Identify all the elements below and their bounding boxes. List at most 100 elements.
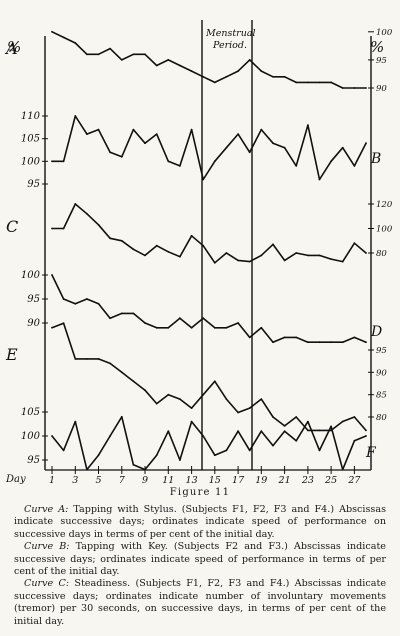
data-point	[260, 398, 263, 400]
data-point	[155, 326, 158, 329]
data-point	[318, 178, 321, 181]
curve-label-c: C	[6, 217, 18, 236]
data-point	[330, 425, 332, 428]
tick-label: 80	[376, 249, 387, 259]
data-point	[51, 227, 53, 230]
data-point	[97, 302, 100, 305]
data-point	[318, 254, 321, 257]
menstrual-label-line1: Menstrual	[205, 28, 256, 39]
data-point	[365, 341, 367, 344]
data-point	[260, 70, 263, 72]
data-point	[86, 468, 88, 471]
menstrual-band	[201, 20, 253, 470]
data-point	[190, 70, 193, 72]
data-point	[283, 75, 286, 78]
data-point	[132, 312, 135, 315]
data-point	[144, 142, 146, 145]
data-point	[202, 435, 205, 437]
data-point	[260, 430, 263, 433]
data-point	[132, 128, 135, 131]
data-point	[225, 146, 228, 149]
data-point	[341, 146, 344, 149]
caption-c-head: Curve C:	[24, 578, 70, 590]
data-point	[330, 81, 332, 84]
data-point	[144, 322, 146, 324]
data-point	[365, 252, 367, 254]
right-percent-label: %	[370, 38, 384, 56]
data-point	[97, 223, 100, 226]
data-point	[179, 64, 181, 67]
data-point	[155, 64, 158, 67]
data-point	[260, 326, 263, 329]
data-point	[120, 371, 123, 374]
data-point	[225, 75, 228, 78]
day-tick-label: 9	[142, 475, 148, 486]
data-point	[179, 165, 181, 167]
data-point	[86, 358, 88, 360]
data-point	[283, 259, 286, 262]
day-ticks: 1 3 5 7 9 11 13 15 17 19 21 23 25 27	[49, 466, 361, 486]
data-point	[74, 42, 77, 44]
data-point	[295, 252, 298, 254]
data-point	[120, 239, 123, 242]
data-point	[248, 336, 251, 339]
data-point	[167, 430, 170, 433]
data-point	[237, 411, 240, 414]
day-tick-label: 19	[255, 475, 267, 486]
data-point	[272, 341, 274, 344]
data-point	[365, 435, 367, 437]
data-point	[341, 420, 344, 423]
data-point	[248, 59, 251, 61]
data-point	[155, 244, 158, 247]
data-point	[86, 298, 88, 300]
data-point	[51, 274, 53, 276]
data-point	[237, 259, 240, 262]
curve-a: A 100 95 90	[4, 28, 393, 94]
data-point	[295, 165, 298, 167]
caption-a: Curve A: Tapping with Stylus. (Subjects …	[14, 504, 386, 541]
data-point	[190, 407, 193, 409]
day-tick-label: 3	[72, 475, 78, 486]
data-point	[190, 234, 193, 237]
data-point	[365, 87, 367, 89]
figure-title: Figure 11	[169, 487, 231, 498]
data-point	[74, 203, 77, 205]
data-point	[202, 244, 205, 247]
data-point	[248, 407, 251, 409]
data-point	[283, 430, 286, 433]
data-point	[295, 81, 298, 84]
tick-label: 95	[27, 179, 40, 190]
data-point	[341, 87, 344, 89]
data-point	[167, 326, 170, 329]
day-axis-label: Day	[5, 474, 26, 485]
series-line-b	[52, 115, 367, 181]
data-point	[120, 59, 123, 61]
curve-label-d: D	[370, 324, 382, 340]
data-point	[144, 53, 146, 56]
data-point	[318, 449, 321, 452]
caption-b: Curve B: Tapping with Key. (Subjects F2 …	[14, 541, 386, 578]
data-point	[365, 429, 367, 432]
data-point	[213, 454, 216, 457]
data-point	[202, 317, 205, 320]
data-point	[248, 260, 251, 263]
data-point	[51, 160, 53, 163]
chart-canvas: % % Menstrual Period. Day 1 3 5 7 9 11 13 15 17 1…	[4, 20, 393, 486]
caption-c-body: Steadiness. (Subjects F1, F2, F3 and F4.…	[14, 578, 386, 627]
data-point	[353, 242, 356, 245]
day-tick-label: 5	[95, 475, 101, 486]
data-point	[167, 59, 170, 61]
curve-label-f: F	[365, 445, 377, 461]
caption-b-head: Curve B:	[24, 541, 70, 553]
data-point	[109, 362, 111, 365]
day-tick-label: 25	[324, 475, 337, 486]
data-point	[225, 398, 228, 400]
day-tick-label: 27	[347, 475, 361, 486]
data-point	[97, 128, 100, 131]
data-point	[237, 70, 240, 72]
day-tick-label: 11	[162, 475, 174, 486]
data-point	[318, 81, 321, 84]
data-point	[307, 124, 309, 126]
series-line-a	[51, 31, 366, 89]
data-point	[213, 380, 216, 383]
